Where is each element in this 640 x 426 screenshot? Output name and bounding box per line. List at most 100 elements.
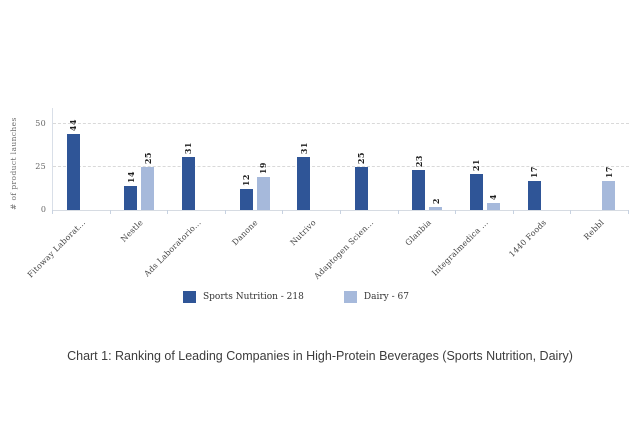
- category-group-fitoway-laborat: 44: [53, 108, 111, 210]
- bar-value-label: 2: [430, 197, 441, 204]
- category-label-text: 1440 Foods: [506, 218, 548, 259]
- bar-dairy-nestle: [141, 167, 155, 210]
- category-label-text: Fitoway Laborat...: [25, 218, 88, 280]
- bar-value-label: 31: [183, 141, 194, 154]
- bar-dairy-integralmedica: [486, 203, 500, 210]
- category-label-text: Nutrivo: [288, 218, 318, 248]
- gridline-25: 25: [35, 162, 629, 171]
- category-group-glanbia: 23 2: [399, 108, 457, 210]
- category-group-nestle: 14 25: [111, 108, 169, 210]
- x-tick: [570, 210, 572, 214]
- bar-slot-sports-nutrition: 17: [527, 108, 541, 210]
- x-tick: [224, 210, 226, 214]
- x-axis-ticks: [52, 210, 629, 214]
- bar-value-label: 25: [356, 151, 367, 164]
- bar-slot-dairy: 19: [256, 108, 270, 210]
- bar-sports-nutrition-fitoway-laborat: [66, 134, 80, 210]
- bar-sports-nutrition-1440-foods: [527, 181, 541, 210]
- bar-slot-dairy: [545, 108, 558, 210]
- dairy-swatch: [343, 291, 357, 303]
- category-label-rebbl: Rebbl: [570, 216, 628, 294]
- bar-slot-sports-nutrition: 25: [354, 108, 368, 210]
- plot-area: # of product launches 50 25 0 44 14 25 31 12…: [9, 108, 629, 214]
- bar-value-label: 44: [68, 118, 79, 131]
- category-group-rebbl: 17: [571, 108, 629, 210]
- y-tick-label-50: 50: [35, 119, 46, 128]
- x-tick: [167, 210, 169, 214]
- category-label-text: Danone: [230, 218, 260, 248]
- bar-value-label: 4: [488, 193, 499, 200]
- category-label-text: Rebbl: [581, 218, 606, 242]
- category-group-danone: 12 19: [226, 108, 284, 210]
- bar-slot-dairy: [314, 108, 327, 210]
- category-group-nutrivo: 31: [283, 108, 341, 210]
- category-label-1440-foods: 1440 Foods: [507, 216, 571, 294]
- legend-item-sports-nutrition: Sports Nutrition - 218: [183, 291, 304, 303]
- bar-dairy-glanbia: [429, 207, 443, 210]
- category-label-danone: Danone: [225, 216, 283, 294]
- bar-sports-nutrition-glanbia: [412, 170, 426, 210]
- legend-label-sports-nutrition: Sports Nutrition - 218: [203, 292, 304, 302]
- bar-slot-dairy: [199, 108, 212, 210]
- category-group-1440-foods: 17: [514, 108, 572, 210]
- legend-item-dairy: Dairy - 67: [343, 291, 409, 303]
- category-label-text: Glanbia: [403, 218, 433, 248]
- bar-groups: 44 14 25 31 12 19 31 25 23 2 21 4 17 17: [53, 108, 629, 210]
- x-tick: [52, 210, 53, 214]
- x-tick: [397, 210, 399, 214]
- x-tick: [627, 210, 629, 214]
- x-tick: [339, 210, 341, 214]
- bar-value-label: 14: [125, 170, 136, 183]
- x-tick: [512, 210, 514, 214]
- bar-dairy-rebbl: [602, 181, 616, 210]
- x-tick: [109, 210, 111, 214]
- legend: Sports Nutrition - 218 Dairy - 67: [183, 291, 409, 303]
- bar-value-label: 17: [529, 165, 540, 178]
- bar-sports-nutrition-nestle: [124, 186, 138, 210]
- category-group-integralmedica: 21 4: [456, 108, 514, 210]
- bar-slot-dairy: 4: [486, 108, 500, 210]
- category-label-fitoway-laborat: Fitoway Laborat...: [26, 216, 110, 294]
- x-tick: [455, 210, 457, 214]
- bar-slot-sports-nutrition: 44: [66, 108, 80, 210]
- bar-slot-dairy: 25: [141, 108, 155, 210]
- bar-slot-sports-nutrition: 12: [239, 108, 253, 210]
- bar-slot-sports-nutrition: 31: [297, 108, 311, 210]
- sports-nutrition-swatch: [183, 291, 196, 303]
- bar-sports-nutrition-integralmedica: [469, 174, 483, 210]
- y-tick-label-25: 25: [35, 162, 46, 171]
- x-tick: [282, 210, 284, 214]
- bar-value-label: 12: [241, 173, 252, 186]
- bar-sports-nutrition-ads-laboratorio: [181, 157, 195, 210]
- bar-slot-sports-nutrition: 23: [412, 108, 426, 210]
- bar-value-label: 17: [603, 165, 614, 178]
- bar-slot-dairy: [372, 108, 385, 210]
- category-group-adaptogen-scien: 25: [341, 108, 399, 210]
- bar-value-label: 23: [413, 154, 424, 167]
- y-tick-label-0: 0: [40, 205, 46, 214]
- category-group-ads-laboratorio: 31: [168, 108, 226, 210]
- bar-value-label: 31: [298, 141, 309, 154]
- bar-dairy-danone: [256, 177, 270, 210]
- category-label-adaptogen-scien: Adaptogen Scien...: [312, 216, 398, 294]
- bar-slot-sports-nutrition: 14: [124, 108, 138, 210]
- y-axis-title: # of product launches: [9, 117, 18, 210]
- category-label-integralmedica: Integralmedica ...: [431, 216, 513, 294]
- bar-slot-sports-nutrition: [585, 108, 598, 210]
- category-label-text: Nestle: [118, 218, 145, 244]
- gridline-50: 50: [35, 119, 629, 128]
- category-labels: Fitoway Laborat... Nestle Ads Laboratorio.…: [26, 216, 628, 294]
- category-label-ads-laboratorio: Ads Laboratorio...: [142, 216, 225, 294]
- bar-value-label: 25: [142, 151, 153, 164]
- bar-value-label: 19: [258, 161, 269, 174]
- bar-value-label: 21: [471, 158, 482, 171]
- bar-slot-dairy: 17: [602, 108, 616, 210]
- bar-slot-sports-nutrition: 31: [181, 108, 195, 210]
- bar-slot-dairy: 2: [429, 108, 443, 210]
- legend-label-dairy: Dairy - 67: [363, 292, 409, 302]
- bar-slot-dairy: [84, 108, 97, 210]
- bar-sports-nutrition-nutrivo: [297, 157, 311, 210]
- bar-sports-nutrition-adaptogen-scien: [354, 167, 368, 210]
- bar-slot-sports-nutrition: 21: [469, 108, 483, 210]
